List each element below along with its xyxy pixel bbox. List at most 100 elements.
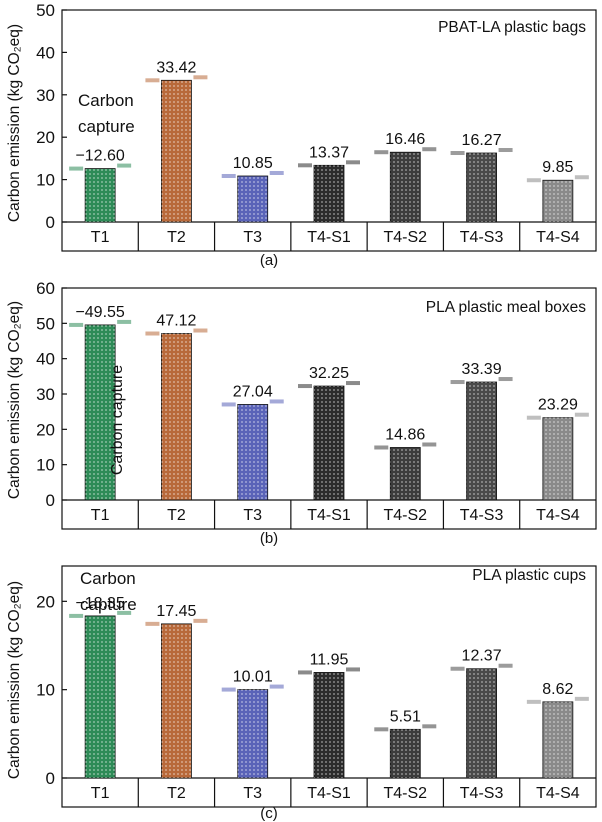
chart-panel-3: 0 10 20 Carbon emission (kg CO₂eq) PLA plast… <box>6 565 597 822</box>
contribution-marker <box>422 442 437 447</box>
contribution-marker <box>117 319 132 324</box>
y-tick-label: 10 <box>36 171 55 190</box>
y-tick-label: 20 <box>36 592 55 611</box>
contribution-marker <box>69 322 84 327</box>
contribution-marker <box>117 610 132 615</box>
value-label: 47.12 <box>156 313 196 330</box>
bar-hatch <box>542 417 573 500</box>
value-label: 16.27 <box>462 132 502 149</box>
y-tick-label: 20 <box>36 420 55 439</box>
y-axis-label: Carbon emission (kg CO₂eq) <box>6 581 23 779</box>
value-label: 9.85 <box>542 159 573 176</box>
contribution-marker <box>298 670 312 675</box>
category-label: T4-S1 <box>307 785 351 802</box>
contribution-marker <box>269 170 284 175</box>
bar-hatch <box>161 623 192 778</box>
value-label: 23.29 <box>538 397 578 414</box>
y-tick-label: 0 <box>46 491 55 510</box>
category-label: T4-S2 <box>383 785 427 802</box>
annotation-carbon-capture: Carbon capture <box>109 365 126 475</box>
contribution-marker <box>374 445 389 450</box>
category-label: T3 <box>243 785 262 802</box>
annotation-carbon-capture: capture <box>78 117 135 136</box>
category-label: T4-S1 <box>307 507 351 524</box>
contribution-marker <box>221 687 236 692</box>
contribution-marker <box>269 399 284 404</box>
y-tick-label: 20 <box>36 128 55 147</box>
category-label: T4-S4 <box>536 229 580 246</box>
value-label: 32.25 <box>309 365 349 382</box>
contribution-marker <box>193 618 208 623</box>
bar-hatch <box>542 701 573 778</box>
y-tick-label: 50 <box>36 314 55 333</box>
category-label: T4-S4 <box>536 785 580 802</box>
category-label: T1 <box>91 229 110 246</box>
bar-hatch <box>466 668 497 778</box>
contribution-marker <box>422 724 437 729</box>
chart-panel-1: 0 10 20 30 40 50 Carbon emission (kg CO₂eq) PBA… <box>6 1 597 269</box>
value-label: 11.95 <box>310 651 349 668</box>
contribution-marker <box>374 727 389 732</box>
annotation-carbon-capture: Carbon <box>78 91 134 110</box>
value-label: 33.39 <box>462 361 502 378</box>
category-label: T1 <box>91 507 110 524</box>
y-tick-label: 40 <box>36 350 55 369</box>
contribution-marker <box>117 163 132 168</box>
category-label: T4-S3 <box>460 785 504 802</box>
bar-hatch <box>314 672 344 778</box>
contribution-marker <box>346 381 360 386</box>
contribution-marker <box>526 699 541 704</box>
bar-hatch <box>390 152 421 222</box>
bar-hatch <box>161 80 192 223</box>
category-label: T3 <box>243 229 262 246</box>
contribution-marker <box>526 415 541 420</box>
contribution-marker <box>298 163 312 168</box>
contribution-marker <box>145 331 160 336</box>
bar-hatch <box>85 615 116 778</box>
panel-label: (a) <box>260 252 278 269</box>
category-label: T4-S3 <box>460 507 504 524</box>
value-label: 8.62 <box>542 681 573 698</box>
contribution-marker <box>69 166 84 171</box>
value-label: 17.45 <box>156 603 196 620</box>
value-label: 14.86 <box>385 426 425 443</box>
inset-title: PLA plastic cups <box>472 567 586 584</box>
category-label: T4-S3 <box>460 229 504 246</box>
bar-hatch <box>85 324 116 500</box>
value-label: 10.01 <box>233 669 273 686</box>
category-label: T3 <box>243 507 262 524</box>
contribution-marker <box>450 380 465 385</box>
y-tick-label: 0 <box>46 769 55 788</box>
contribution-marker <box>498 377 513 382</box>
value-label: 27.04 <box>233 383 273 400</box>
contribution-marker <box>145 621 160 626</box>
y-tick-label: 40 <box>36 43 55 62</box>
y-axis-label: Carbon emission (kg CO₂eq) <box>6 24 23 222</box>
category-label: T2 <box>167 229 186 246</box>
bar-hatch <box>466 153 497 222</box>
contribution-marker <box>346 160 360 165</box>
bar-hatch <box>542 180 573 222</box>
bar-hatch <box>390 729 421 778</box>
annotation-carbon-capture: Carbon <box>80 569 136 588</box>
contribution-marker <box>374 150 389 155</box>
contribution-marker <box>574 175 589 180</box>
bar-hatch <box>237 404 268 500</box>
value-label: −18.35 <box>75 595 124 612</box>
contribution-marker <box>498 663 513 668</box>
bar-hatch <box>390 447 421 500</box>
contribution-marker <box>193 75 208 80</box>
contribution-marker <box>450 666 465 671</box>
contribution-marker <box>145 78 160 83</box>
chart-panel-2: 0 10 20 30 40 50 60 Carbon emission (kg CO₂eq) P… <box>6 279 597 547</box>
panel-label: (c) <box>260 805 278 822</box>
bar-hatch <box>314 165 344 222</box>
contribution-marker <box>450 151 465 156</box>
inset-title: PLA plastic meal boxes <box>426 299 587 316</box>
contribution-marker <box>221 402 236 407</box>
bar-hatch <box>237 175 268 222</box>
contribution-marker <box>574 412 589 417</box>
category-label: T4-S2 <box>383 507 427 524</box>
contribution-marker <box>526 178 541 183</box>
